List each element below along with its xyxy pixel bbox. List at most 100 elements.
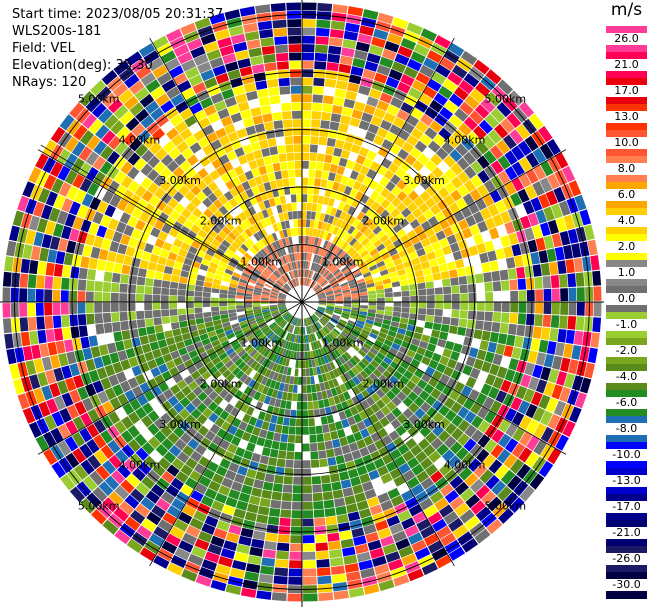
velocity-gate xyxy=(237,349,247,358)
velocity-gate xyxy=(395,263,405,271)
velocity-gate xyxy=(377,146,389,158)
velocity-gate xyxy=(384,214,395,224)
velocity-gate xyxy=(394,53,410,66)
velocity-gate xyxy=(334,270,342,278)
velocity-gate xyxy=(167,395,179,407)
velocity-gate xyxy=(411,79,426,93)
velocity-gate xyxy=(441,141,455,155)
velocity-gate xyxy=(356,500,369,511)
velocity-gate xyxy=(228,290,237,295)
velocity-gate xyxy=(101,130,116,145)
velocity-gate xyxy=(346,246,355,255)
velocity-gate xyxy=(461,538,479,553)
velocity-gate xyxy=(131,207,143,219)
velocity-gate xyxy=(151,385,163,397)
velocity-gate xyxy=(425,172,438,185)
velocity-gate xyxy=(283,284,291,291)
velocity-gate xyxy=(218,336,228,344)
velocity-gate xyxy=(72,448,87,464)
velocity-gate xyxy=(190,450,203,463)
velocity-gate xyxy=(318,302,327,305)
velocity-gate xyxy=(117,464,131,479)
velocity-gate xyxy=(466,274,476,284)
velocity-gate xyxy=(428,258,439,267)
velocity-gate xyxy=(516,463,531,480)
velocity-gate xyxy=(411,257,421,266)
velocity-gate xyxy=(258,165,267,176)
velocity-gate xyxy=(554,152,569,169)
velocity-gate xyxy=(402,184,414,196)
velocity-gate xyxy=(318,277,326,285)
velocity-gate xyxy=(141,190,154,203)
velocity-gate xyxy=(416,276,425,284)
velocity-gate xyxy=(321,338,327,346)
velocity-gate xyxy=(47,342,58,356)
velocity-gate xyxy=(290,228,295,237)
velocity-gate xyxy=(459,310,468,319)
velocity-gate xyxy=(270,252,277,260)
velocity-gate xyxy=(234,473,246,484)
velocity-gate xyxy=(243,376,252,386)
velocity-gate xyxy=(267,331,275,339)
velocity-gate xyxy=(469,443,483,458)
velocity-gate xyxy=(305,368,310,377)
velocity-gate xyxy=(336,248,344,257)
velocity-gate xyxy=(261,305,270,309)
velocity-gate xyxy=(375,519,389,532)
velocity-gate xyxy=(333,147,343,157)
velocity-gate xyxy=(213,199,223,210)
velocity-gate xyxy=(460,302,469,311)
velocity-gate xyxy=(78,146,93,162)
velocity-gate xyxy=(386,352,396,361)
velocity-gate xyxy=(324,440,334,450)
velocity-gate xyxy=(512,371,524,385)
velocity-gate xyxy=(287,434,295,443)
velocity-gate xyxy=(468,347,479,358)
velocity-gate xyxy=(324,260,331,269)
velocity-gate xyxy=(475,82,491,97)
velocity-gate xyxy=(157,72,172,86)
velocity-gate xyxy=(120,161,133,175)
velocity-gate xyxy=(292,211,298,220)
colorbar-tick-label: -1.0 xyxy=(606,319,647,331)
velocity-gate xyxy=(333,289,342,294)
velocity-gate xyxy=(243,22,258,33)
velocity-gate xyxy=(275,281,283,288)
velocity-gate xyxy=(396,190,408,202)
velocity-gate xyxy=(268,361,275,370)
velocity-gate xyxy=(224,393,234,403)
velocity-gate xyxy=(366,282,375,288)
velocity-gate xyxy=(315,322,322,330)
velocity-gate xyxy=(444,397,456,409)
velocity-gate xyxy=(423,244,434,254)
velocity-gate xyxy=(485,373,496,386)
velocity-gate xyxy=(312,314,319,321)
velocity-gate xyxy=(57,238,69,252)
velocity-gate xyxy=(120,430,134,444)
velocity-gate xyxy=(429,99,444,113)
velocity-gate xyxy=(257,263,265,271)
velocity-gate xyxy=(342,487,354,497)
velocity-gate xyxy=(101,238,112,251)
velocity-gate xyxy=(221,226,231,236)
velocity-gate xyxy=(214,146,226,158)
velocity-gate xyxy=(401,386,412,397)
velocity-gate xyxy=(377,492,390,504)
velocity-gate xyxy=(370,211,380,222)
velocity-gate xyxy=(366,96,379,108)
velocity-gate xyxy=(410,235,421,245)
velocity-gate xyxy=(51,461,66,479)
velocity-gate xyxy=(350,312,359,317)
colorbar-tick-label: -21.0 xyxy=(606,527,647,539)
velocity-gate xyxy=(293,326,297,334)
velocity-gate xyxy=(433,134,447,147)
velocity-gate xyxy=(427,140,441,153)
velocity-gate xyxy=(286,367,292,376)
velocity-gate xyxy=(479,340,489,351)
velocity-gate xyxy=(302,27,316,36)
velocity-gate xyxy=(343,304,352,307)
velocity-gate xyxy=(313,313,320,321)
velocity-gate xyxy=(256,374,265,384)
velocity-gate xyxy=(295,335,299,343)
velocity-gate xyxy=(144,294,153,302)
